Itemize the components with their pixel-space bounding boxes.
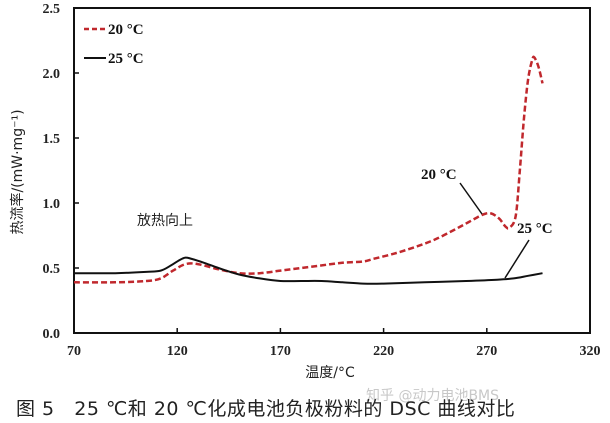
x-axis-title: 温度/°C — [305, 365, 355, 381]
y-tick-label: 0.0 — [43, 327, 61, 342]
y-axis-title: 热流率/(mW·mg⁻¹) — [9, 109, 26, 234]
figure-caption: 图 5 25 ℃和 20 ℃化成电池负极粉料的 DSC 曲线对比 — [16, 398, 516, 420]
x-tick-label: 170 — [270, 344, 291, 359]
legend-item-20c: 20 °C — [84, 22, 144, 38]
annotation-25c-leader-line — [504, 239, 530, 279]
x-tick-label: 270 — [476, 344, 497, 359]
series-20c-line — [73, 55, 544, 284]
watermark: 知乎 @动力电池BMS — [366, 388, 500, 404]
y-tick-label: 0.5 — [43, 262, 61, 277]
series-25c-line — [73, 256, 543, 285]
annotation-20c-label: 20 °C — [421, 167, 457, 183]
exotherm-up-note: 放热向上 — [137, 213, 193, 229]
legend-label-25c: 25 °C — [108, 51, 144, 67]
legend: 20 °C 25 °C — [84, 22, 144, 67]
x-axis-ticks: 70 120 170 220 270 320 — [67, 328, 601, 359]
annotation-20c: 20 °C — [421, 167, 483, 215]
series-layer — [73, 55, 544, 285]
x-tick-label: 320 — [580, 344, 601, 359]
x-tick-label: 120 — [167, 344, 188, 359]
y-tick-label: 1.5 — [43, 132, 61, 147]
y-tick-label: 1.0 — [43, 197, 61, 212]
y-tick-label: 2.5 — [43, 2, 61, 17]
plot-frame — [73, 7, 591, 334]
x-tick-label: 70 — [67, 344, 81, 359]
annotation-25c-label: 25 °C — [517, 221, 553, 237]
y-axis-ticks: 0.0 0.5 1.0 1.5 2.0 2.5 — [43, 2, 79, 342]
x-tick-label: 220 — [373, 344, 394, 359]
legend-label-20c: 20 °C — [108, 22, 144, 38]
y-tick-label: 2.0 — [43, 67, 61, 82]
annotation-20c-leader-line — [459, 182, 483, 215]
annotation-25c: 25 °C — [504, 221, 553, 279]
legend-item-25c: 25 °C — [84, 51, 144, 67]
